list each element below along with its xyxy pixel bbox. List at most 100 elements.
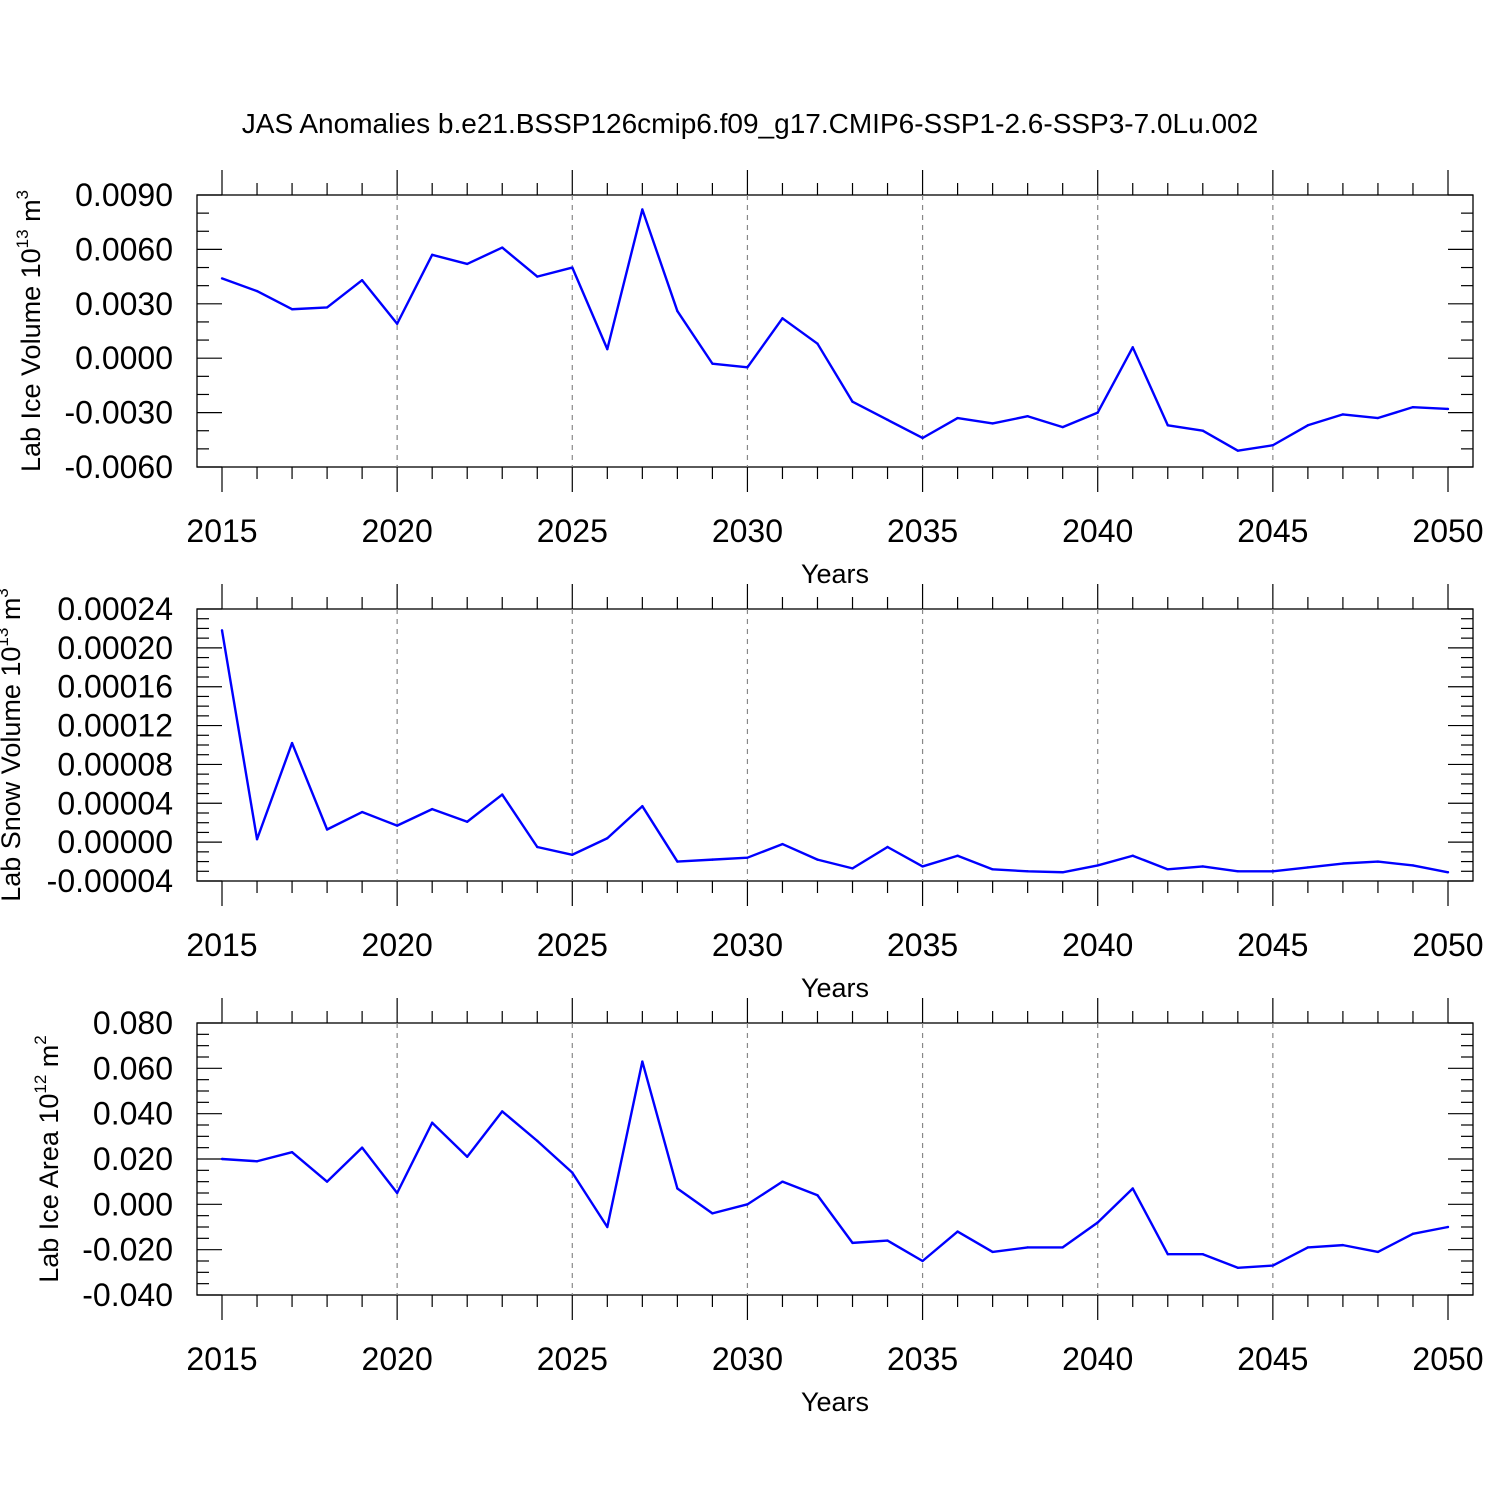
data-point	[1061, 871, 1064, 874]
plot-frame	[196, 194, 1474, 468]
data-point	[1061, 425, 1064, 429]
data-point	[430, 1121, 434, 1124]
data-point	[255, 838, 259, 841]
plot-panel-2: -0.000040.000000.000040.000080.000120.00…	[0, 584, 1484, 1003]
y-tick-label: 0.080	[93, 1005, 173, 1041]
data-point	[1446, 407, 1450, 411]
x-tick-label: 2040	[1062, 513, 1133, 549]
data-point	[1271, 1264, 1275, 1267]
data-point	[1201, 429, 1205, 432]
data-point	[255, 289, 259, 293]
data-point	[1166, 868, 1169, 871]
data-point	[571, 266, 574, 269]
x-tick-label: 2025	[537, 1341, 608, 1377]
data-point	[536, 845, 539, 849]
data-point	[1236, 870, 1240, 873]
series-line	[221, 208, 1449, 452]
data-point	[1411, 864, 1415, 867]
data-point	[641, 805, 644, 808]
series-line	[220, 630, 1449, 874]
data-point	[395, 322, 399, 325]
y-axis-label: Lab Ice Volume 1013 m3	[13, 190, 46, 472]
y-tick-label: 0.040	[93, 1096, 173, 1132]
data-point	[781, 1180, 784, 1183]
x-tick-label: 2050	[1412, 513, 1483, 549]
data-point	[886, 418, 889, 422]
data-point	[851, 400, 854, 403]
data-point	[1376, 1250, 1380, 1254]
data-point	[676, 860, 679, 863]
x-tick-label: 2020	[362, 927, 433, 963]
data-point	[781, 317, 784, 320]
x-tick-label: 2050	[1412, 1341, 1483, 1377]
data-point	[1166, 1253, 1169, 1256]
data-point	[220, 1157, 224, 1161]
data-point	[711, 858, 714, 861]
data-point	[501, 793, 504, 796]
data-point	[1411, 1232, 1415, 1236]
data-point	[641, 208, 644, 211]
data-point	[501, 246, 504, 249]
data-point	[290, 741, 294, 745]
data-point	[1061, 1246, 1064, 1249]
y-tick-label: 0.000	[93, 1186, 173, 1222]
data-point	[746, 366, 749, 369]
data-point	[991, 422, 994, 425]
x-tick-label: 2015	[186, 927, 257, 963]
data-point	[466, 1155, 469, 1158]
x-tick-label: 2040	[1062, 927, 1133, 963]
x-axis-label: Years	[801, 1387, 869, 1417]
data-point	[1131, 346, 1134, 349]
data-point	[746, 1203, 749, 1206]
x-tick-label: 2045	[1237, 1341, 1308, 1377]
figure-title: JAS Anomalies b.e21.BSSP126cmip6.f09_g17…	[242, 108, 1258, 139]
x-tick-label: 2025	[537, 927, 608, 963]
data-point	[956, 416, 959, 420]
plot-panel-3: -0.040 -0.020 0.000 0.020 0.040 0.060 0.080 201…	[31, 998, 1484, 1417]
y-tick-label: -0.020	[82, 1232, 173, 1268]
data-point	[641, 1060, 644, 1063]
series-line	[221, 1060, 1449, 1270]
x-tick-label: 2030	[712, 513, 783, 549]
data-point	[1026, 1246, 1029, 1249]
y-axis-label: Lab Snow Volume 1013 m3	[0, 588, 26, 902]
data-point	[571, 853, 574, 856]
data-point	[1096, 1221, 1099, 1224]
data-point	[1446, 1225, 1450, 1229]
y-tick-label: 0.00004	[57, 785, 173, 821]
data-point	[290, 1151, 294, 1154]
x-tick-label: 2030	[712, 1341, 783, 1377]
data-point	[220, 629, 224, 632]
x-tick-label: 2020	[362, 1341, 433, 1377]
data-point	[1376, 860, 1380, 863]
data-point	[360, 1146, 364, 1149]
data-point	[711, 362, 714, 365]
data-point	[325, 306, 329, 309]
x-tick-label: 2045	[1237, 513, 1308, 549]
data-point	[711, 1212, 714, 1215]
y-tick-label: 0.00000	[57, 824, 173, 860]
x-tick-label: 2050	[1412, 927, 1483, 963]
data-point	[886, 845, 889, 849]
y-tick-label: -0.00004	[47, 863, 173, 899]
x-tick-label: 2045	[1237, 927, 1308, 963]
data-point	[325, 1180, 329, 1183]
data-point	[1236, 449, 1240, 452]
y-tick-label: 0.0090	[75, 177, 173, 213]
x-tick-label: 2035	[887, 513, 958, 549]
data-point	[921, 865, 924, 868]
data-point	[921, 436, 924, 440]
data-point	[921, 1259, 924, 1263]
y-tick-label: 0.00008	[57, 746, 173, 782]
y-tick-label: 0.020	[93, 1141, 173, 1177]
data-point	[430, 807, 434, 811]
data-point	[1306, 866, 1310, 869]
data-point	[395, 1191, 399, 1195]
data-point	[1201, 865, 1205, 868]
data-point	[1271, 870, 1275, 873]
data-point	[1341, 413, 1345, 416]
data-point	[1271, 444, 1275, 447]
y-tick-label: 0.00024	[57, 591, 173, 627]
